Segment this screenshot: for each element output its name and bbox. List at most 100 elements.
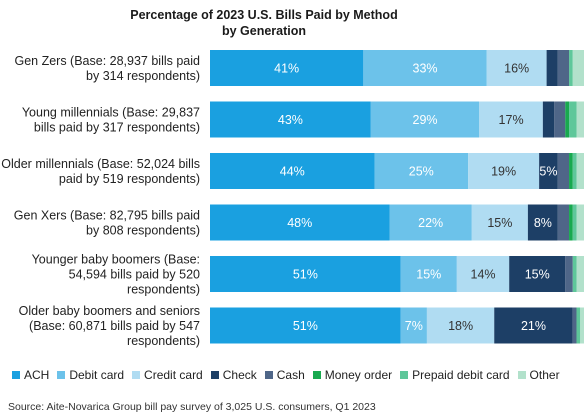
bar-segment bbox=[210, 204, 390, 241]
bar-segment bbox=[572, 256, 577, 292]
legend-swatch bbox=[264, 371, 273, 379]
bar-segment bbox=[479, 101, 543, 138]
legend-item: Other bbox=[517, 368, 560, 382]
bar-segment bbox=[468, 153, 540, 189]
bar-segment bbox=[486, 50, 547, 86]
legend-swatch bbox=[132, 371, 141, 379]
category-label: Gen Zers (Base: 28,937 bills paid by 314 … bbox=[14, 54, 200, 83]
data-label: 15% bbox=[525, 268, 550, 282]
bar-segment bbox=[400, 256, 457, 292]
legend-label: Prepaid debit card bbox=[412, 368, 510, 382]
bar-segment bbox=[557, 204, 570, 241]
legend-label: Money order bbox=[324, 368, 393, 382]
bar-segment bbox=[576, 256, 584, 292]
bar-segment bbox=[565, 256, 573, 292]
data-label: 5% bbox=[539, 165, 557, 179]
data-label: 43% bbox=[278, 113, 303, 127]
legend-label: ACH bbox=[24, 368, 50, 382]
category-label: Older millennials (Base: 52,024 bills pai… bbox=[1, 157, 200, 186]
bar-segment bbox=[569, 50, 573, 86]
legend-item: Check bbox=[210, 368, 257, 382]
data-label: 51% bbox=[293, 319, 318, 333]
legend-item: Prepaid debit card bbox=[400, 368, 510, 382]
bar-segment bbox=[569, 153, 573, 189]
data-label: 16% bbox=[504, 62, 529, 76]
bar-segment bbox=[572, 50, 584, 86]
bar-segment bbox=[576, 204, 584, 241]
bar-segment bbox=[542, 101, 555, 138]
data-label: 29% bbox=[413, 113, 438, 127]
bar-segment bbox=[554, 101, 566, 138]
legend-item: Debit card bbox=[57, 368, 124, 382]
legend-swatch bbox=[312, 371, 321, 379]
chart-title: Percentage of 2023 U.S. Bills Paid by Me… bbox=[130, 8, 398, 38]
category-label: Young millennials (Base: 29,837 bills pai… bbox=[22, 106, 200, 135]
legend-label: Check bbox=[222, 368, 257, 382]
legend-label: Debit card bbox=[69, 368, 125, 382]
bar-segment bbox=[456, 256, 510, 292]
data-label: 25% bbox=[409, 165, 434, 179]
legend-swatch bbox=[57, 371, 66, 379]
bar-segment bbox=[572, 153, 577, 189]
bar-segment bbox=[370, 101, 480, 138]
legend-item: Credit card bbox=[132, 368, 203, 382]
bar-segment bbox=[569, 204, 573, 241]
legend-label: Other bbox=[529, 368, 560, 382]
legend-label: Cash bbox=[276, 368, 305, 382]
legend-swatch bbox=[517, 371, 526, 379]
bar-segment bbox=[210, 256, 401, 292]
bar-segment bbox=[210, 50, 364, 86]
legend-label: Credit card bbox=[144, 368, 203, 382]
data-label: 19% bbox=[491, 165, 516, 179]
stacked-bar-chart: Gen Zers (Base: 28,937 bills paid by 314 … bbox=[1, 50, 584, 348]
legend-item: Money order bbox=[312, 368, 393, 382]
bar-segment bbox=[572, 307, 577, 344]
bar-segment bbox=[580, 307, 584, 344]
bar-segment bbox=[471, 204, 528, 241]
data-label: 18% bbox=[448, 319, 473, 333]
legend-item: ACH bbox=[12, 368, 49, 382]
data-label: 7% bbox=[405, 319, 423, 333]
data-label: 22% bbox=[418, 216, 443, 230]
bar-segment bbox=[374, 153, 469, 189]
legend-swatch bbox=[12, 371, 20, 379]
bar-segment bbox=[494, 307, 573, 344]
data-label: 14% bbox=[471, 268, 496, 282]
data-label: 51% bbox=[293, 268, 318, 282]
bar-segment bbox=[363, 50, 487, 86]
bar-segment bbox=[576, 101, 584, 138]
bar-segment bbox=[572, 204, 577, 241]
bar-segment bbox=[557, 153, 570, 189]
data-label: 15% bbox=[416, 268, 441, 282]
data-label: 8% bbox=[534, 216, 552, 230]
bar-segment bbox=[389, 204, 472, 241]
data-label: 41% bbox=[274, 62, 299, 76]
category-label: Older baby boomers and seniors (Base: 60,… bbox=[19, 304, 200, 348]
data-label: 44% bbox=[280, 165, 305, 179]
bar-segment bbox=[539, 153, 558, 189]
bar-segment bbox=[210, 307, 401, 344]
source-note: Source: Aite-Novarica Group bill pay sur… bbox=[8, 401, 376, 413]
legend-swatch bbox=[400, 371, 409, 379]
legend-item: Cash bbox=[264, 368, 305, 382]
bar-segment bbox=[576, 153, 584, 189]
bar-segment bbox=[557, 50, 570, 86]
data-label: 48% bbox=[287, 216, 312, 230]
category-label: Gen Xers (Base: 82,795 bills paid by 808 … bbox=[14, 209, 200, 238]
bar-segment bbox=[210, 153, 375, 189]
category-label: Younger baby boomers (Base: 54,594 bills … bbox=[32, 253, 200, 297]
bar-segment bbox=[576, 307, 581, 344]
data-label: 17% bbox=[499, 113, 524, 127]
bar-segment bbox=[569, 101, 577, 138]
data-label: 33% bbox=[413, 62, 438, 76]
bar-segment bbox=[527, 204, 558, 241]
bar-segment bbox=[400, 307, 427, 344]
chart-legend: ACH Debit card Credit card Check Cash Money o… bbox=[12, 368, 588, 382]
data-label: 21% bbox=[521, 319, 546, 333]
bar-segment bbox=[546, 50, 558, 86]
bar-segment bbox=[426, 307, 495, 344]
bar-segment bbox=[210, 101, 371, 138]
bar-segment bbox=[565, 101, 570, 138]
legend-swatch bbox=[210, 371, 219, 379]
data-label: 15% bbox=[487, 216, 512, 230]
